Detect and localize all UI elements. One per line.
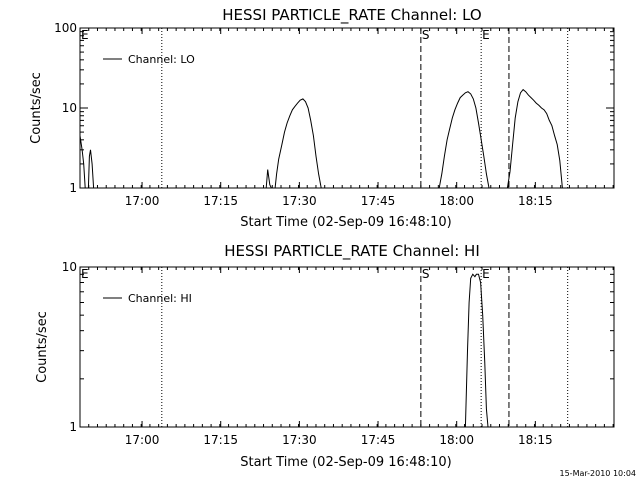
plot-frame — [79, 266, 615, 428]
marker-label: E — [482, 28, 490, 42]
plot-frame — [79, 27, 615, 189]
y-axis-label: Counts/sec — [35, 311, 50, 383]
y-tick-label: 1 — [69, 181, 77, 195]
y-tick-label: 1 — [69, 420, 77, 434]
x-tick-label: 18:00 — [439, 433, 474, 447]
marker-label: S — [422, 267, 430, 281]
y-tick-label: 10 — [62, 101, 77, 115]
x-tick-label: 18:15 — [518, 194, 553, 208]
chart-title: HESSI PARTICLE_RATE Channel: LO — [222, 6, 481, 25]
legend-label: Channel: LO — [128, 53, 195, 66]
y-tick-label: 10 — [62, 260, 77, 274]
series-line-hi — [80, 273, 614, 428]
x-tick-label: 17:15 — [203, 433, 238, 447]
y-axis-label: Counts/sec — [29, 72, 44, 144]
x-tick-label: 17:45 — [361, 433, 396, 447]
marker-label: E — [81, 28, 89, 42]
x-tick-label: 17:30 — [282, 433, 317, 447]
y-axis-ticks: 1 10 100 — [54, 21, 614, 195]
marker-label: E — [81, 267, 89, 281]
chart-panel-hi: HESSI PARTICLE_RATE Channel: HI E S E 17:0… — [35, 242, 615, 470]
y-axis-ticks: 1 10 — [62, 260, 614, 434]
x-axis-label: Start Time (02-Sep-09 16:48:10) — [240, 455, 451, 470]
x-tick-label: 17:00 — [125, 194, 160, 208]
marker-label: E — [482, 267, 490, 281]
x-axis-label: Start Time (02-Sep-09 16:48:10) — [240, 215, 451, 230]
series-line-lo — [79, 88, 614, 189]
x-tick-label: 17:00 — [125, 433, 160, 447]
legend-label: Channel: HI — [128, 292, 192, 305]
chart-title: HESSI PARTICLE_RATE Channel: HI — [224, 242, 480, 261]
chart-panel-lo: HESSI PARTICLE_RATE Channel: LO E S E 17:0… — [29, 6, 615, 230]
x-tick-label: 17:15 — [203, 194, 238, 208]
x-axis-ticks: 17:00 17:15 17:30 17:45 18:00 18:15 — [79, 28, 614, 208]
x-tick-label: 18:00 — [439, 194, 474, 208]
y-tick-label: 100 — [54, 21, 77, 35]
x-tick-label: 17:30 — [282, 194, 317, 208]
timestamp: 15-Mar-2010 10:04 — [560, 469, 637, 478]
x-tick-label: 18:15 — [518, 433, 553, 447]
x-tick-label: 17:45 — [361, 194, 396, 208]
marker-label: S — [422, 28, 430, 42]
